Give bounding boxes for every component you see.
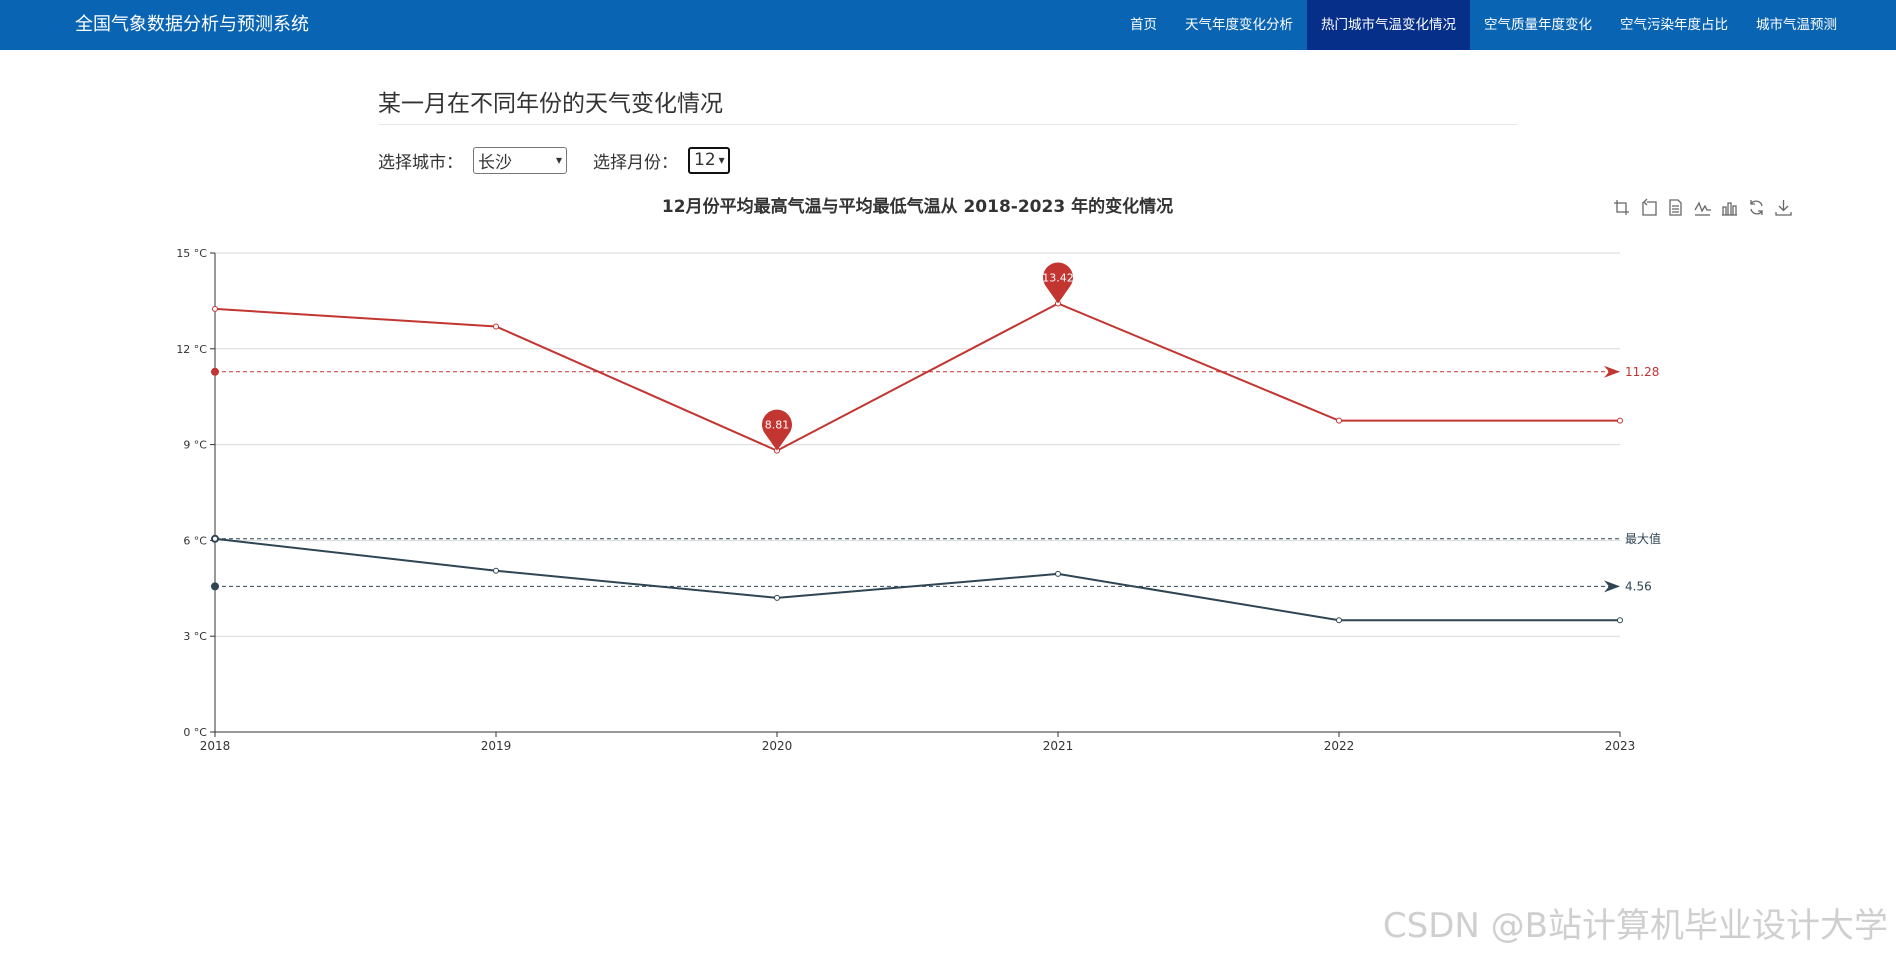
chevron-down-icon: ▾ [555,153,562,167]
data-point [774,594,780,601]
temperature-line-chart: 12月份平均最高气温与平均最低气温从 2018-2023 年的变化情况 0 °C 3… [176,196,1661,753]
mark-line-label: 11.28 [1625,365,1659,379]
x-tick-label: 2021 [1043,739,1074,753]
mark-line-arrow [1604,580,1620,593]
mark-point-label: 8.81 [765,419,790,432]
restore-icon[interactable] [1747,198,1766,217]
mark-point-pin [1043,262,1073,304]
y-tick-label: 15 °C [176,247,207,260]
city-label: 选择城市： [378,152,463,173]
page-title: 某一月在不同年份的天气变化情况 [378,91,723,117]
data-point [1617,617,1623,624]
mark-line-label: 最大值 [1625,531,1661,546]
title-divider [378,124,1518,125]
city-select-value: 长沙 [478,152,512,173]
y-tick-label: 9 °C [183,439,207,452]
y-tick-label: 12 °C [176,343,207,356]
zoom-reset-icon[interactable] [1639,198,1658,217]
x-tick-label: 2023 [1605,739,1636,753]
data-point [1336,417,1342,424]
data-view-icon[interactable] [1666,198,1685,217]
app-title[interactable]: 全国气象数据分析与预测系统 [75,14,309,35]
data-point [493,323,499,330]
mark-line-arrow [1604,365,1620,378]
data-point [212,535,218,542]
data-point [493,567,499,574]
nav-menu: 首页 天气年度变化分析 热门城市气温变化情况 空气质量年度变化 空气污染年度占比… [1116,0,1851,50]
navbar: 全国气象数据分析与预测系统 首页 天气年度变化分析 热门城市气温变化情况 空气质… [0,0,1896,50]
nav-item-temperature-forecast[interactable]: 城市气温预测 [1756,17,1837,33]
city-select[interactable]: 长沙 ▾ [473,146,567,174]
line-chart-icon[interactable] [1693,198,1712,217]
zoom-icon[interactable] [1612,198,1631,217]
data-point [1617,417,1623,424]
nav-item-air-quality[interactable]: 空气质量年度变化 [1484,17,1592,33]
watermark: CSDN @B站计算机毕业设计大学 [1382,906,1888,946]
nav-item-city-temperature[interactable]: 热门城市气温变化情况 [1307,0,1470,50]
mark-point-pin [762,409,793,451]
chart-toolbox [1612,198,1793,217]
chevron-down-icon: ▾ [718,153,725,167]
series-line [214,537,1620,622]
bar-chart-icon[interactable] [1720,198,1739,217]
download-icon[interactable] [1774,198,1793,217]
x-tick-label: 2018 [200,739,231,753]
y-tick-label: 3 °C [183,630,207,643]
data-point [1336,617,1342,624]
x-tick-label: 2022 [1324,739,1355,753]
data-point [1055,570,1061,577]
mark-point-label: 13.42 [1042,271,1074,284]
month-label: 选择月份： [593,152,678,173]
nav-item-weather-annual[interactable]: 天气年度变化分析 [1185,17,1293,33]
month-select-value: 12 [694,150,716,170]
x-tick-label: 2020 [762,739,793,753]
month-select[interactable]: 12 ▾ [688,146,730,174]
chart-title: 12月份平均最高气温与平均最低气温从 2018-2023 年的变化情况 [662,196,1173,217]
data-point [212,305,218,312]
y-tick-label: 6 °C [183,534,207,547]
filter-bar: 选择城市： 长沙 ▾ 选择月份： 12 ▾ [378,146,730,174]
series-line [214,302,1620,452]
nav-item-pollution-share[interactable]: 空气污染年度占比 [1620,17,1728,33]
y-tick-label: 0 °C [183,726,207,739]
nav-item-home[interactable]: 首页 [1130,17,1157,33]
mark-line-label: 4.56 [1625,579,1652,593]
x-tick-label: 2019 [481,739,512,753]
